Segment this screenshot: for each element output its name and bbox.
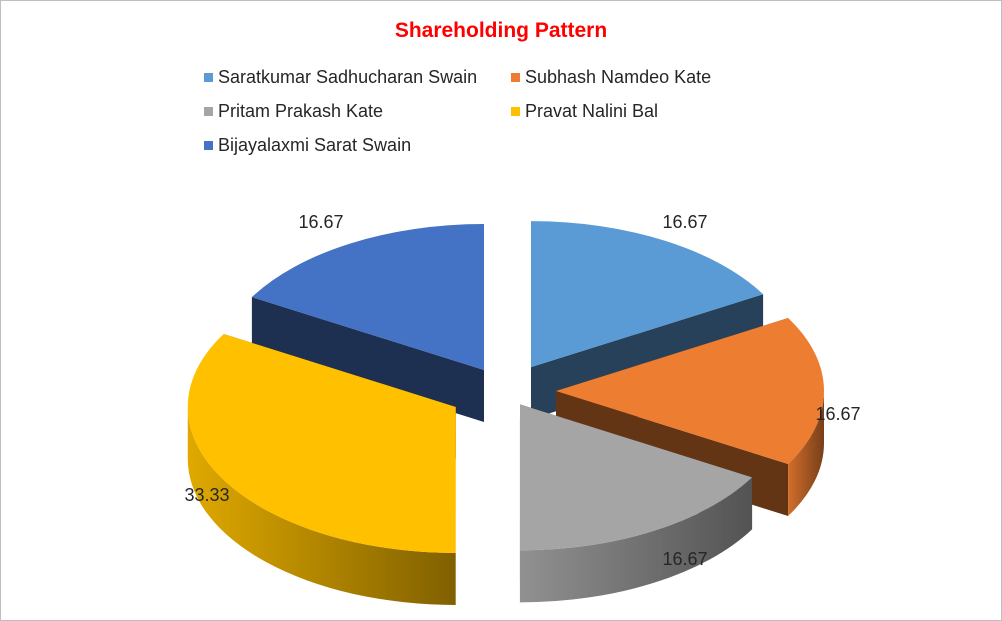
slice-outer-wall bbox=[519, 477, 753, 603]
data-label: 16.67 bbox=[815, 404, 860, 424]
data-label: 16.67 bbox=[662, 549, 707, 569]
legend-swatch bbox=[204, 72, 213, 82]
slice-outer-wall bbox=[788, 391, 824, 517]
legend-swatch bbox=[511, 106, 520, 116]
slice-top bbox=[187, 333, 456, 553]
legend-swatch bbox=[511, 72, 520, 82]
legend-item: Saratkumar Sadhucharan Swain bbox=[204, 66, 477, 88]
pie-slice bbox=[519, 404, 753, 603]
legend-label: Bijayalaxmi Sarat Swain bbox=[218, 134, 412, 155]
slice-top bbox=[519, 404, 753, 551]
legend-label: Subhash Namdeo Kate bbox=[525, 66, 712, 87]
legend-label: Pritam Prakash Kate bbox=[218, 100, 384, 121]
data-label: 33.33 bbox=[184, 485, 229, 505]
legend-label: Saratkumar Sadhucharan Swain bbox=[218, 66, 478, 87]
legend-item: Pritam Prakash Kate bbox=[204, 100, 383, 122]
slice-outer-wall bbox=[187, 406, 456, 605]
pie-slice bbox=[251, 224, 484, 423]
slice-side-wall bbox=[251, 297, 484, 423]
slice-top bbox=[251, 224, 484, 371]
legend-swatch bbox=[204, 106, 213, 116]
legend-swatch bbox=[204, 140, 213, 150]
legend-label: Pravat Nalini Bal bbox=[525, 100, 659, 121]
chart-title: Shareholding Pattern bbox=[394, 19, 608, 42]
data-label: 16.67 bbox=[662, 212, 707, 232]
slice-top bbox=[556, 318, 824, 465]
legend-item: Pravat Nalini Bal bbox=[511, 100, 658, 122]
slice-top bbox=[531, 221, 764, 368]
data-label: 16.67 bbox=[298, 212, 343, 232]
legend-item: Subhash Namdeo Kate bbox=[511, 66, 711, 88]
legend-item: Bijayalaxmi Sarat Swain bbox=[204, 134, 411, 156]
pie-slice bbox=[187, 333, 456, 605]
